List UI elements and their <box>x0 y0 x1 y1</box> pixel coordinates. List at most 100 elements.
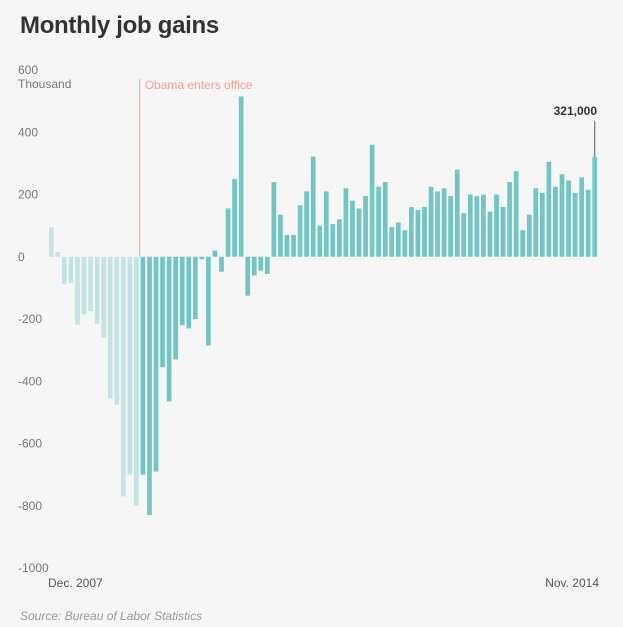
bar <box>101 256 107 338</box>
y-tick-label: -800 <box>18 499 42 513</box>
y-tick-label: -200 <box>18 312 42 326</box>
bar <box>330 224 336 257</box>
bar <box>166 256 172 402</box>
bar <box>173 256 179 360</box>
bar <box>107 256 113 399</box>
y-axis-ticks: 600 400 200 0 -200 -400 -600 -800 -1000 <box>18 63 49 575</box>
bar <box>474 196 480 257</box>
bar <box>435 191 440 257</box>
bar <box>566 180 571 257</box>
bar <box>533 188 539 257</box>
bar <box>448 196 454 257</box>
chart-title: Monthly job gains <box>20 12 219 39</box>
bar <box>343 188 349 257</box>
bar <box>258 256 264 271</box>
bar <box>369 144 375 257</box>
bar <box>304 191 309 257</box>
x-axis-end-label: Nov. 2014 <box>545 576 599 590</box>
bar <box>494 194 499 257</box>
bar <box>271 182 277 257</box>
bars-group <box>48 96 598 516</box>
bar <box>546 161 552 257</box>
bar <box>219 256 224 272</box>
bar <box>297 205 303 257</box>
bar <box>48 227 54 257</box>
bar <box>140 256 146 475</box>
bar <box>291 234 296 257</box>
bar <box>415 210 421 257</box>
bar <box>441 188 447 257</box>
y-axis-unit-label: Thousand <box>18 77 72 91</box>
y-tick-label: -1000 <box>18 561 49 575</box>
bar <box>526 214 532 257</box>
bar <box>382 182 388 257</box>
bar <box>395 222 401 257</box>
bar <box>245 256 251 296</box>
bar <box>422 206 427 257</box>
bar <box>284 234 290 257</box>
bar <box>409 206 414 257</box>
bar <box>251 256 257 276</box>
bar <box>481 194 486 257</box>
bar <box>539 192 545 257</box>
bar <box>153 256 159 472</box>
bar <box>160 256 165 368</box>
bar <box>592 156 598 257</box>
bar <box>134 256 139 506</box>
bar <box>337 219 342 257</box>
latest-value-callout-label: 321,000 <box>554 104 598 118</box>
y-tick-label: -600 <box>18 437 42 451</box>
bar <box>75 256 80 325</box>
bar <box>212 250 218 257</box>
bar <box>507 182 512 257</box>
bar <box>572 192 578 257</box>
bar <box>81 256 87 315</box>
bar <box>206 256 211 346</box>
bar <box>127 256 133 475</box>
y-tick-label: 400 <box>18 125 38 139</box>
bar <box>461 213 467 257</box>
bar <box>323 191 329 257</box>
y-tick-label: 600 <box>18 63 38 77</box>
bar <box>579 177 584 257</box>
bar <box>363 196 368 257</box>
bar <box>310 156 316 257</box>
bar <box>356 208 362 257</box>
bar <box>389 227 395 257</box>
bar <box>520 230 526 257</box>
bar <box>559 174 565 257</box>
bar <box>428 186 434 257</box>
bar <box>553 186 558 257</box>
bar <box>199 256 205 260</box>
bar <box>402 230 408 257</box>
source-note: Source: Bureau of Labor Statistics <box>20 609 203 623</box>
bar <box>487 211 493 257</box>
bar <box>513 171 519 257</box>
bar <box>94 256 100 324</box>
bar <box>278 214 283 257</box>
bar <box>232 178 237 257</box>
bar <box>454 169 460 257</box>
bar <box>120 256 126 497</box>
obama-annotation-label: Obama enters office <box>145 78 253 92</box>
bar <box>62 256 67 285</box>
y-tick-label: -400 <box>18 374 42 388</box>
bar <box>225 208 231 257</box>
bar <box>264 256 270 274</box>
annotations-group: Obama enters office 321,000 <box>139 78 598 257</box>
y-tick-label: 200 <box>18 188 38 202</box>
y-tick-label: 0 <box>18 250 25 264</box>
bar <box>500 206 506 257</box>
x-axis-start-label: Dec. 2007 <box>48 576 103 590</box>
bar <box>317 225 323 257</box>
bar <box>467 194 473 257</box>
bar <box>68 256 74 284</box>
bar <box>585 189 591 257</box>
bar <box>186 256 192 329</box>
bar <box>55 252 61 257</box>
bar <box>350 200 355 257</box>
bar <box>88 256 93 312</box>
bar <box>238 96 244 257</box>
bar <box>376 186 382 257</box>
